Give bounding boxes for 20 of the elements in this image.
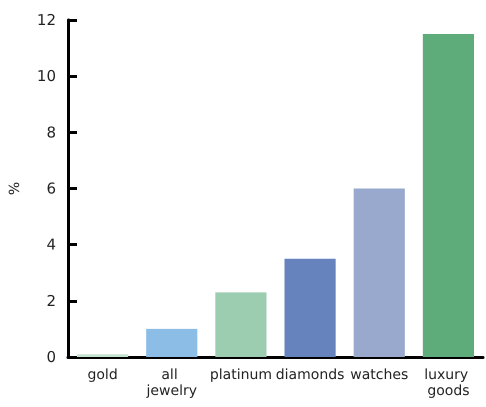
- bar: [215, 292, 267, 357]
- x-tick-label: all jewelry: [146, 367, 197, 399]
- bar: [76, 354, 128, 357]
- bar: [284, 258, 336, 357]
- y-tick-label: 4: [46, 236, 56, 254]
- y-tick-label: 10: [36, 67, 56, 86]
- y-axis-title: %: [7, 182, 23, 196]
- y-tick-label: 0: [46, 348, 56, 366]
- bar: [422, 34, 474, 357]
- x-tick-label: watches: [350, 367, 408, 383]
- y-tick-label: 8: [46, 123, 56, 142]
- y-tick-label: 12: [36, 11, 56, 29]
- x-tick-label: gold: [87, 367, 118, 383]
- x-tick-label: diamonds: [276, 367, 344, 383]
- x-tick-label: luxury goods: [424, 367, 473, 399]
- y-tick-label: 2: [46, 292, 56, 310]
- y-tick-label: 6: [46, 180, 56, 198]
- x-tick-label: platinum: [210, 367, 272, 383]
- bar: [146, 328, 198, 357]
- bar: [354, 188, 405, 357]
